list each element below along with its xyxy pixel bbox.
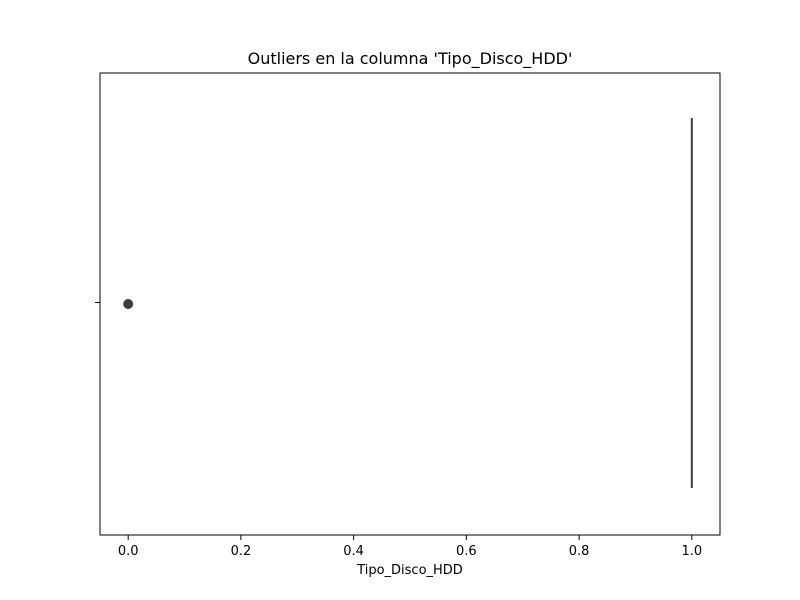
x-axis-ticks: 0.0 0.2 0.4 0.6 0.8 1.0 (118, 535, 702, 559)
x-tick-label: 0.6 (456, 544, 477, 559)
box-plot-group (123, 118, 693, 488)
outlier-points (123, 299, 134, 309)
chart-title: Outliers en la columna 'Tipo_Disco_HDD' (248, 49, 573, 69)
outlier-point (123, 299, 134, 309)
plot-area-frame (99, 72, 721, 536)
x-axis-label: Tipo_Disco_HDD (356, 563, 463, 578)
x-tick-label: 1.0 (681, 544, 702, 559)
x-tick-label: 0.0 (118, 544, 139, 559)
x-tick-label: 0.4 (343, 544, 364, 559)
x-tick-label: 0.2 (231, 544, 252, 559)
x-tick-label: 0.8 (569, 544, 590, 559)
